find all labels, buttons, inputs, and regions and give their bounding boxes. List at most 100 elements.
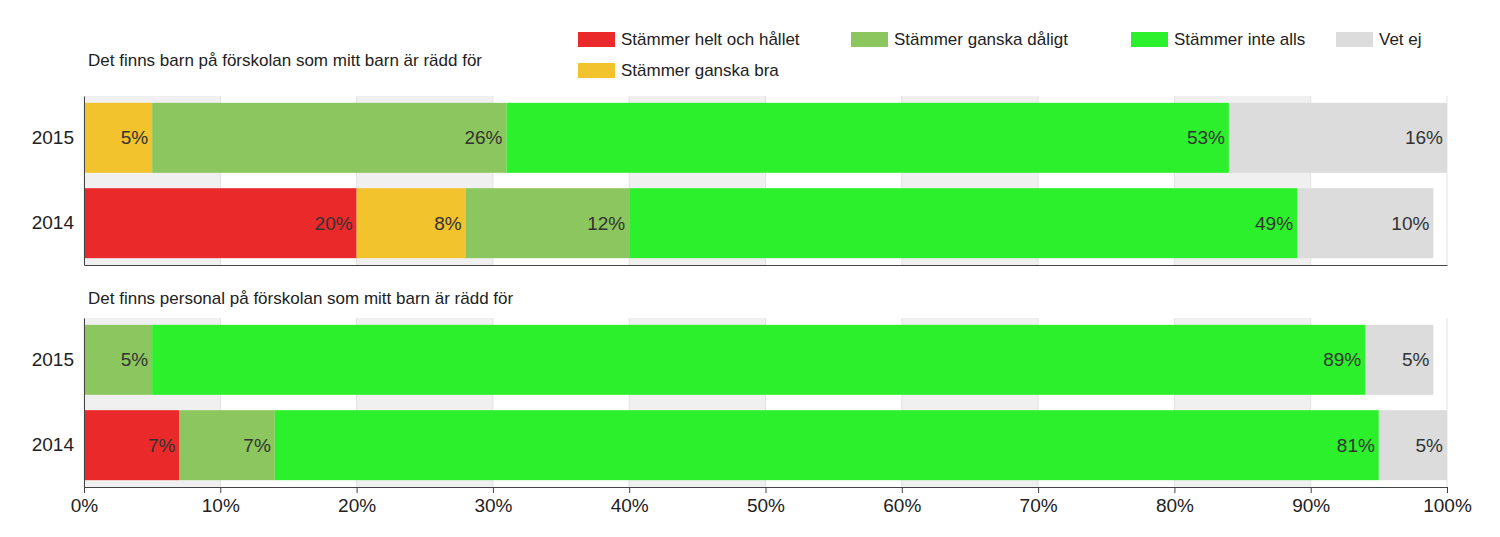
data-label: 49%	[1255, 213, 1293, 234]
bar-segment	[84, 325, 152, 395]
bar-segment	[152, 103, 506, 173]
data-label: 5%	[1416, 435, 1444, 456]
bar-segment	[152, 325, 1365, 395]
axis-line	[85, 488, 1448, 494]
tick: 30%	[474, 487, 512, 516]
data-label: 89%	[1323, 349, 1361, 370]
legend-item: Stämmer ganska bra	[578, 61, 779, 80]
legend-item: Vet ej	[1336, 30, 1422, 49]
bar-segment	[629, 188, 1297, 258]
data-labels: 7% 5% 7% 89% 81% 5% 5%	[121, 349, 1443, 455]
tick-label: 90%	[1292, 495, 1330, 516]
legend-swatch	[1131, 32, 1168, 47]
data-label: 7%	[243, 435, 271, 456]
data-label: 16%	[1405, 127, 1443, 148]
bars	[84, 325, 1447, 480]
legend-label: Stämmer ganska dåligt	[894, 30, 1068, 49]
bar-segment	[275, 410, 1379, 480]
bars	[84, 103, 1447, 258]
data-label: 7%	[148, 435, 176, 456]
data-label: 10%	[1391, 213, 1429, 234]
tick-label: 50%	[747, 495, 785, 516]
legend-label: Stämmer ganska bra	[621, 61, 779, 80]
tick-mark	[220, 487, 221, 493]
data-label: 20%	[315, 213, 353, 234]
grid	[84, 318, 1447, 487]
tick-mark	[1174, 487, 1175, 493]
tick-label: 10%	[202, 495, 240, 516]
data-label: 5%	[1402, 349, 1430, 370]
bar-segment	[84, 410, 179, 480]
tick: 100%	[1423, 487, 1472, 516]
legend: Stämmer helt och hållet Stämmer ganska br…	[578, 30, 1422, 80]
data-label: 5%	[121, 127, 149, 148]
tick-label: 80%	[1156, 495, 1194, 516]
tick: 50%	[747, 487, 785, 516]
bar-segment	[84, 188, 357, 258]
tick-label: 70%	[1020, 495, 1058, 516]
tick: 0%	[71, 487, 99, 516]
tick-mark	[629, 487, 630, 493]
legend-label: Stämmer helt och hållet	[621, 30, 800, 49]
plot-area	[84, 318, 1447, 487]
grid-line	[84, 318, 85, 487]
tick-label: 2015	[32, 127, 74, 148]
data-label: 5%	[121, 349, 149, 370]
tick-label: 2014	[32, 434, 75, 455]
tick-mark	[902, 487, 903, 493]
tick-mark	[493, 487, 494, 493]
tick: 10%	[202, 487, 240, 516]
y-axis: 20152014	[32, 319, 85, 488]
tick-label: 30%	[474, 495, 512, 516]
data-label: 8%	[434, 213, 462, 234]
y-axis: 2015 2014	[32, 97, 85, 266]
legend-item: Stämmer ganska dåligt	[851, 30, 1068, 49]
tick: 70%	[1020, 487, 1058, 516]
legend-item: Stämmer helt och hållet	[578, 30, 800, 49]
legend-swatch	[578, 63, 615, 78]
data-label: 53%	[1187, 127, 1225, 148]
tick-label: 60%	[883, 495, 921, 516]
bar-segment	[1297, 188, 1433, 258]
data-label: 81%	[1337, 435, 1375, 456]
tick: 2015	[32, 127, 74, 148]
grid	[84, 96, 1447, 265]
bar-segment	[84, 103, 152, 173]
tick-mark	[1038, 487, 1039, 493]
tick-mark	[84, 487, 85, 493]
bar-segment	[1379, 410, 1447, 480]
panel: Det finns personal på förskolan som mitt…	[32, 289, 1472, 516]
grid-line	[84, 96, 85, 265]
tick-label: 20%	[338, 495, 376, 516]
tick-mark	[1447, 487, 1448, 493]
panel: Det finns barn på förskolan som mitt bar…	[32, 51, 1448, 266]
data-label: 26%	[464, 127, 502, 148]
chart-root: Det finns barn på förskolan som mitt bar…	[0, 0, 1500, 537]
axis-line	[84, 97, 85, 266]
chart-title: Det finns personal på förskolan som mitt…	[88, 289, 514, 308]
bar-segment	[1229, 103, 1447, 173]
tick-label: 100%	[1423, 495, 1472, 516]
axis-line	[85, 265, 1448, 266]
x-axis: 0% 10% 20% 30% 40% 50% 60% 70% 80% 90% 100%	[71, 487, 1472, 516]
x-axis	[85, 265, 1448, 267]
plot-area	[84, 96, 1447, 265]
bar-segment	[507, 103, 1229, 173]
legend-label: Stämmer inte alls	[1174, 30, 1305, 49]
chart-title: Det finns barn på förskolan som mitt bar…	[88, 51, 482, 70]
legend-item: Stämmer inte alls	[1131, 30, 1305, 49]
tick: 20%	[338, 487, 376, 516]
tick-mark	[357, 487, 358, 493]
data-label: 12%	[587, 213, 625, 234]
tick-mark	[766, 487, 767, 493]
tick: 60%	[883, 487, 921, 516]
tick-label: 40%	[611, 495, 649, 516]
tick: 2014	[32, 212, 75, 233]
tick: 40%	[611, 487, 649, 516]
bar-segment	[466, 188, 630, 258]
tick: 90%	[1292, 487, 1330, 516]
legend-swatch	[1336, 32, 1373, 47]
legend-swatch	[578, 32, 615, 47]
tick-label: 2014	[32, 212, 75, 233]
tick-label: 0%	[71, 495, 99, 516]
